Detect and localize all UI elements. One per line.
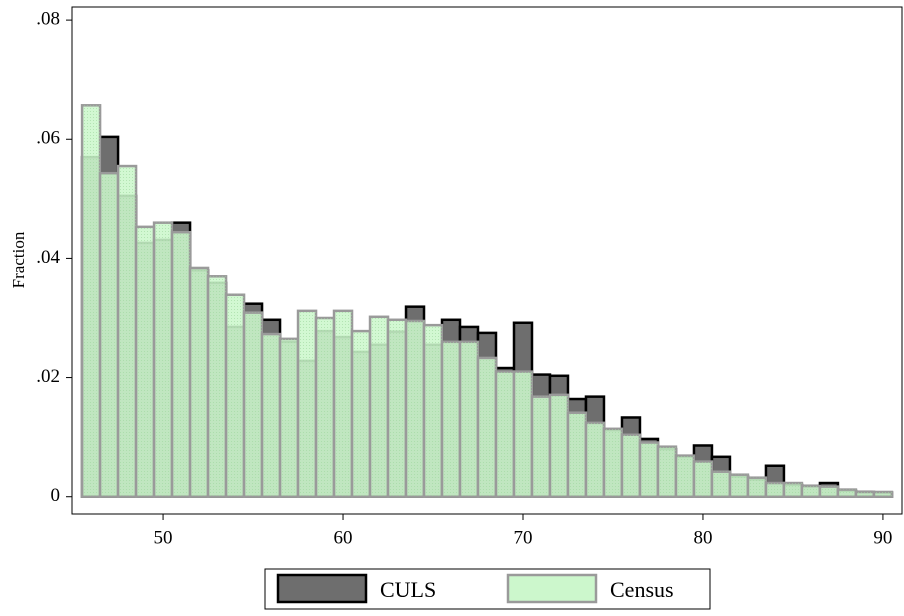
bar-pattern bbox=[513, 371, 532, 497]
bar-pattern bbox=[585, 422, 604, 497]
bar-pattern bbox=[729, 474, 748, 497]
y-tick-label: .06 bbox=[36, 128, 60, 149]
bar-pattern bbox=[837, 489, 856, 497]
bar-pattern bbox=[621, 434, 640, 497]
bar-pattern bbox=[100, 173, 119, 497]
y-tick-label: .02 bbox=[36, 366, 60, 387]
bar-pattern bbox=[442, 341, 461, 497]
bar-pattern bbox=[819, 486, 838, 497]
bar-pattern bbox=[711, 471, 730, 497]
y-tick-label: 0 bbox=[51, 485, 61, 506]
bar-pattern bbox=[208, 276, 227, 497]
bar-pattern bbox=[693, 461, 712, 497]
bar-pattern bbox=[262, 334, 281, 497]
bar-pattern bbox=[280, 338, 299, 497]
bar-pattern bbox=[352, 331, 371, 497]
bar-pattern bbox=[567, 412, 586, 497]
bar-pattern bbox=[495, 371, 514, 497]
bar-pattern bbox=[136, 226, 155, 497]
x-tick-label: 70 bbox=[513, 527, 532, 548]
bar-pattern bbox=[82, 105, 101, 497]
bar-pattern bbox=[657, 446, 676, 497]
bar-pattern bbox=[460, 341, 479, 497]
bar-pattern bbox=[244, 312, 263, 497]
bar-pattern bbox=[334, 310, 353, 497]
y-tick-label: .08 bbox=[36, 8, 60, 29]
bar-pattern bbox=[298, 310, 317, 497]
bar-pattern bbox=[549, 394, 568, 497]
x-tick-label: 60 bbox=[334, 527, 353, 548]
bar-pattern bbox=[190, 267, 209, 497]
legend-label: Census bbox=[610, 577, 674, 602]
bar-pattern bbox=[531, 396, 550, 497]
bar-pattern bbox=[747, 477, 766, 497]
bar-pattern bbox=[603, 428, 622, 497]
legend-swatch bbox=[276, 573, 368, 604]
bar-pattern bbox=[316, 317, 335, 497]
bar-pattern bbox=[478, 357, 496, 497]
bar-pattern bbox=[675, 455, 694, 497]
legend-swatch bbox=[506, 573, 598, 604]
x-tick-label: 80 bbox=[693, 527, 712, 548]
bar-pattern bbox=[154, 222, 173, 497]
bar-pattern bbox=[801, 485, 820, 497]
x-tick-label: 50 bbox=[154, 527, 173, 548]
plot-frame bbox=[71, 6, 903, 515]
bar-pattern bbox=[406, 320, 425, 497]
bar-pattern bbox=[118, 166, 137, 497]
bar-pattern bbox=[855, 491, 874, 497]
bar-pattern bbox=[424, 325, 443, 497]
bar-pattern bbox=[370, 316, 389, 497]
bar-pattern bbox=[783, 483, 802, 497]
bar-pattern bbox=[873, 491, 892, 497]
y-axis-label: Fraction bbox=[9, 231, 28, 288]
legend-label: CULS bbox=[380, 577, 436, 602]
y-tick-label: .04 bbox=[36, 247, 60, 268]
bar-pattern bbox=[765, 483, 784, 497]
bar-pattern bbox=[639, 442, 658, 497]
x-tick-label: 90 bbox=[873, 527, 892, 548]
bar-pattern bbox=[388, 319, 407, 497]
bar-pattern bbox=[172, 232, 191, 497]
bar-pattern bbox=[226, 294, 245, 497]
